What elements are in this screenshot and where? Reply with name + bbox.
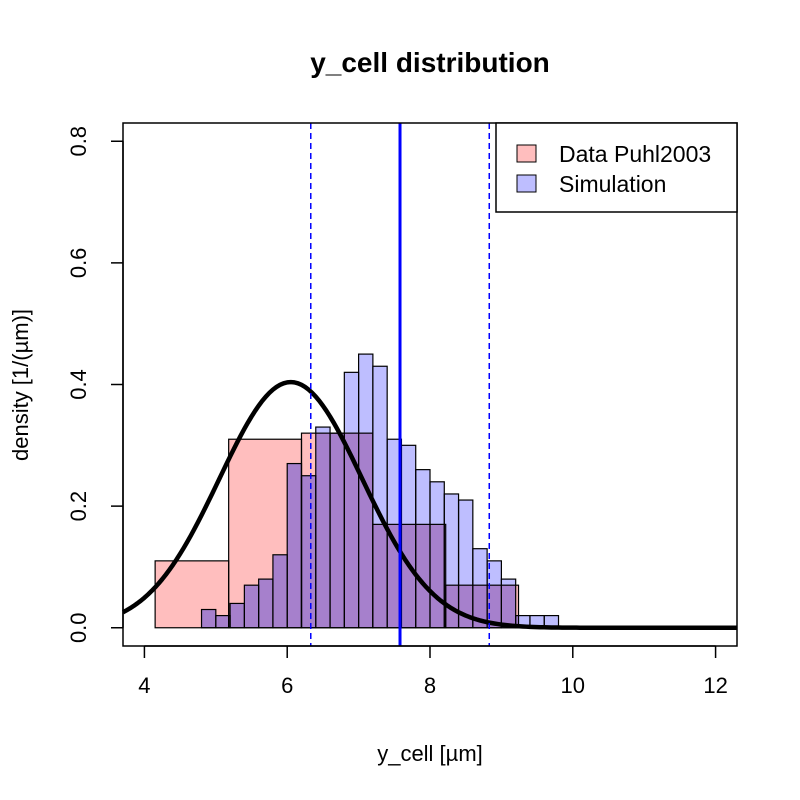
overlap-bar-20 — [487, 585, 502, 628]
overlap-bar-1 — [228, 615, 231, 628]
simulation-bar-23 — [529, 615, 545, 628]
overlap-bar-8 — [315, 433, 331, 628]
chart-title: y_cell distribution — [310, 47, 550, 78]
overlap-bars — [201, 433, 519, 628]
x-tick-label-4: 12 — [703, 673, 727, 698]
y-tick-label-3: 0.6 — [66, 248, 91, 279]
legend-label-data: Data Puhl2003 — [559, 141, 711, 167]
x-tick-label-0: 4 — [138, 673, 150, 698]
overlap-bar-2 — [230, 603, 245, 628]
y-axis-label: density [1/(µm)] — [8, 309, 33, 461]
overlap-bar-11 — [358, 433, 373, 628]
y-axis: 0.0 0.2 0.4 0.6 0.8 — [66, 126, 124, 643]
overlap-bar-16 — [430, 524, 445, 628]
overlap-bar-10 — [344, 433, 359, 628]
overlap-bar-21 — [501, 585, 516, 628]
overlap-bar-14 — [401, 524, 416, 628]
legend-swatch-data — [516, 144, 537, 163]
legend: Data Puhl2003 Simulation — [495, 122, 738, 213]
x-tick-label-1: 6 — [281, 673, 293, 698]
overlap-bar-5 — [272, 554, 288, 628]
legend-swatch-simulation — [516, 174, 537, 193]
x-axis-label: y_cell [µm] — [377, 741, 483, 766]
overlap-bar-18 — [458, 585, 473, 628]
overlap-bar-12 — [372, 524, 388, 628]
overlap-bar-4 — [258, 579, 273, 628]
overlap-bar-7 — [301, 475, 316, 628]
overlap-bar-1 — [215, 615, 229, 628]
overlap-bar-6 — [287, 463, 302, 628]
density-curve-layer — [121, 379, 737, 631]
simulation-bar-24 — [544, 615, 559, 628]
overlap-bar-22 — [515, 615, 519, 628]
overlap-bar-9 — [330, 433, 345, 628]
overlap-bar-3 — [244, 585, 259, 628]
density-curve — [121, 379, 737, 631]
y-tick-label-1: 0.2 — [66, 491, 91, 522]
x-tick-label-2: 8 — [424, 673, 436, 698]
legend-box — [495, 122, 738, 213]
y-tick-label-2: 0.4 — [66, 369, 91, 400]
y-tick-label-0: 0.0 — [66, 612, 91, 643]
overlap-bar-17 — [444, 524, 446, 628]
bar-outlines — [154, 353, 560, 629]
x-axis: 4 6 8 10 12 — [138, 645, 728, 698]
y-tick-label-4: 0.8 — [66, 126, 91, 157]
overlap-bar-0 — [201, 609, 216, 628]
overlap-bar-15 — [415, 524, 430, 628]
simulation-bar-outline-21 — [500, 578, 517, 629]
x-tick-label-3: 10 — [561, 673, 585, 698]
legend-label-simulation: Simulation — [559, 171, 666, 197]
reference-lines — [310, 123, 491, 646]
